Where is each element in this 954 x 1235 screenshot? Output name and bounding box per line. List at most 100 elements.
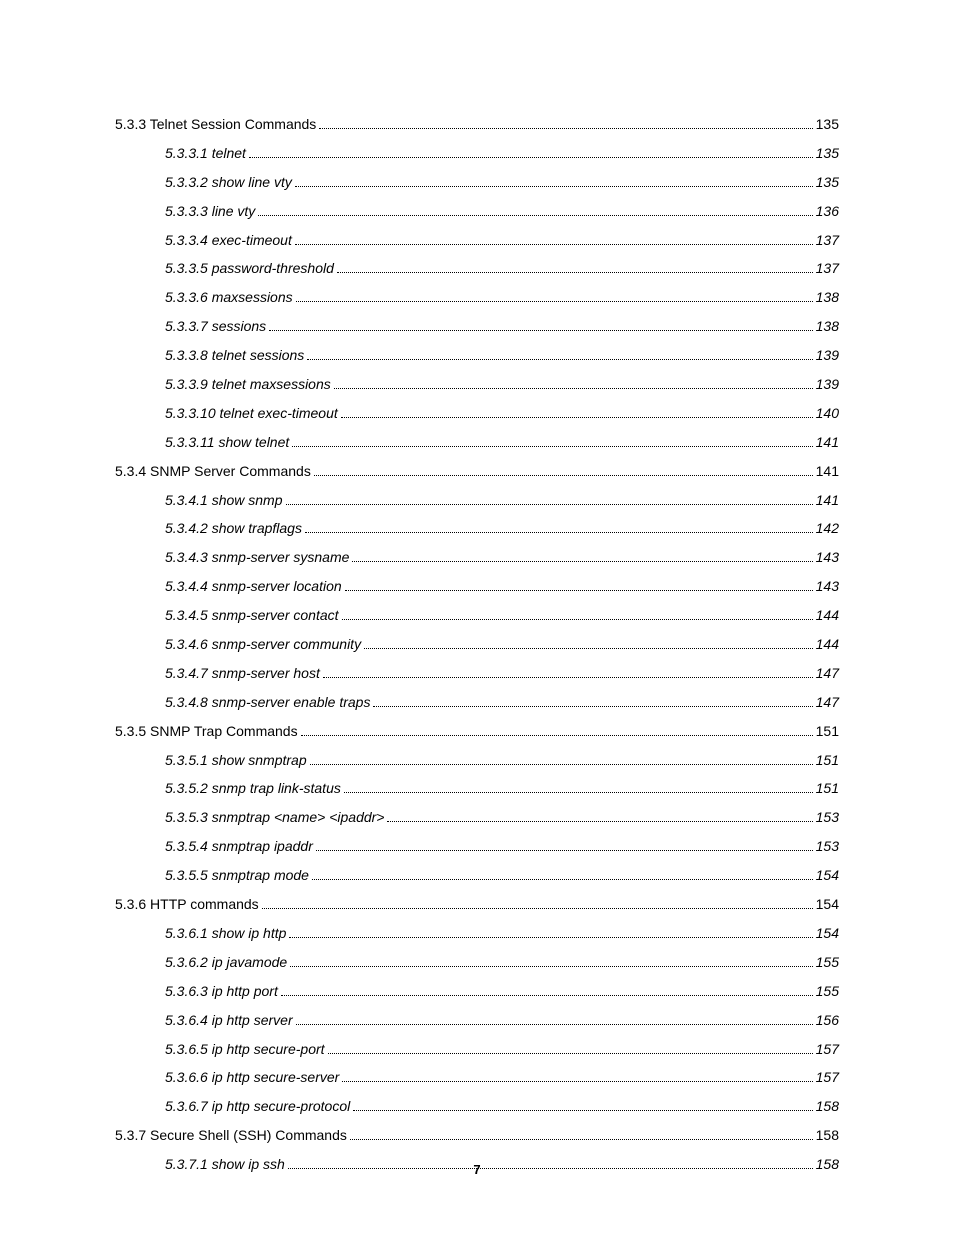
toc-entry-page: 156	[816, 1011, 839, 1030]
toc-entry: 5.3.4.4 snmp-server location 143	[165, 577, 839, 596]
toc-entry: 5.3.3.4 exec-timeout 137	[165, 231, 839, 250]
toc-dot-leader	[387, 813, 812, 822]
toc-dot-leader	[262, 900, 813, 909]
toc-entry: 5.3.4.6 snmp-server community144	[165, 635, 839, 654]
toc-dot-leader	[292, 437, 812, 446]
toc-entry: 5.3.6.6 ip http secure-server157	[165, 1068, 839, 1087]
toc-entry-label: 5.3.6.3 ip http port	[165, 982, 278, 1001]
toc-dot-leader	[249, 149, 813, 158]
toc-entry: 5.3.5.1 show snmptrap 151	[165, 751, 839, 770]
toc-entry: 5.3.6.7 ip http secure-protocol158	[165, 1097, 839, 1116]
toc-entry-label: 5.3.4.4 snmp-server location	[165, 577, 342, 596]
toc-dot-leader	[316, 842, 813, 851]
toc-entry-page: 141	[816, 491, 839, 510]
toc-entry: 5.3.6.4 ip http server 156	[165, 1011, 839, 1030]
toc-entry-label: 5.3.6 HTTP commands	[115, 895, 259, 914]
toc-entry: 5.3.5.5 snmptrap mode154	[165, 866, 839, 885]
toc-dot-leader	[258, 206, 812, 215]
toc-entry-label: 5.3.3.9 telnet maxsessions	[165, 375, 331, 394]
toc-entry: 5.3.3.5 password-threshold137	[165, 259, 839, 278]
toc-dot-leader	[350, 1131, 813, 1140]
toc-entry-page: 142	[816, 519, 839, 538]
toc-dot-leader	[334, 380, 813, 389]
toc-dot-leader	[296, 1015, 813, 1024]
toc-entry-label: 5.3.5 SNMP Trap Commands	[115, 722, 298, 741]
toc-entry-label: 5.3.3 Telnet Session Commands	[115, 115, 316, 134]
toc-entry-label: 5.3.3.4 exec-timeout	[165, 231, 292, 250]
toc-dot-leader	[353, 1102, 812, 1111]
toc-entry: 5.3.6.5 ip http secure-port157	[165, 1040, 839, 1059]
toc-entry-label: 5.3.3.8 telnet sessions	[165, 346, 304, 365]
toc-entry-label: 5.3.5.4 snmptrap ipaddr	[165, 837, 313, 856]
toc-entry-page: 153	[816, 808, 839, 827]
toc-entry-label: 5.3.3.7 sessions	[165, 317, 266, 336]
toc-entry-label: 5.3.3.6 maxsessions	[165, 288, 293, 307]
toc-entry: 5.3.6.1 show ip http154	[165, 924, 839, 943]
toc-entry-page: 147	[816, 664, 839, 683]
toc-entry-page: 157	[816, 1068, 839, 1087]
toc-dot-leader	[323, 669, 813, 678]
toc-entry-page: 155	[816, 953, 839, 972]
toc-dot-leader	[269, 322, 812, 331]
table-of-contents: 5.3.3 Telnet Session Commands 135 5.3.3.1 …	[115, 115, 839, 1174]
toc-entry: 5.3.6.3 ip http port155	[165, 982, 839, 1001]
toc-entry-label: 5.3.5.5 snmptrap mode	[165, 866, 309, 885]
toc-dot-leader	[328, 1044, 813, 1053]
toc-entry-label: 5.3.6.4 ip http server	[165, 1011, 293, 1030]
toc-entry-page: 151	[816, 751, 839, 770]
toc-entry-page: 154	[816, 924, 839, 943]
toc-entry-page: 135	[816, 115, 839, 134]
toc-entry-label: 5.3.3.10 telnet exec-timeout	[165, 404, 338, 423]
toc-entry-label: 5.3.3.11 show telnet	[165, 433, 289, 452]
toc-dot-leader	[312, 871, 813, 880]
toc-entry-page: 141	[816, 462, 839, 481]
toc-entry: 5.3.5.3 snmptrap <name> <ipaddr>153	[165, 808, 839, 827]
toc-entry-label: 5.3.3.2 show line vty	[165, 173, 292, 192]
toc-entry: 5.3.6 HTTP commands 154	[115, 895, 839, 914]
toc-entry-page: 154	[816, 895, 839, 914]
toc-entry: 5.3.3.9 telnet maxsessions139	[165, 375, 839, 394]
toc-dot-leader	[364, 640, 813, 649]
toc-entry-label: 5.3.4.7 snmp-server host	[165, 664, 320, 683]
toc-entry-page: 158	[816, 1097, 839, 1116]
toc-entry-label: 5.3.3.5 password-threshold	[165, 259, 334, 278]
toc-entry-page: 153	[816, 837, 839, 856]
toc-dot-leader	[337, 264, 813, 273]
toc-entry: 5.3.3.2 show line vty135	[165, 173, 839, 192]
toc-entry-label: 5.3.5.1 show snmptrap	[165, 751, 307, 770]
toc-entry: 5.3.7 Secure Shell (SSH) Commands158	[115, 1126, 839, 1145]
toc-entry: 5.3.3.10 telnet exec-timeout140	[165, 404, 839, 423]
toc-dot-leader	[352, 553, 812, 562]
toc-entry: 5.3.4.2 show trapflags 142	[165, 519, 839, 538]
toc-entry: 5.3.3.1 telnet135	[165, 144, 839, 163]
toc-entry-label: 5.3.6.5 ip http secure-port	[165, 1040, 325, 1059]
toc-entry-page: 136	[816, 202, 839, 221]
toc-entry-label: 5.3.4.1 show snmp	[165, 491, 283, 510]
toc-dot-leader	[295, 177, 813, 186]
toc-entry-label: 5.3.4.3 snmp-server sysname	[165, 548, 349, 567]
toc-entry-label: 5.3.7 Secure Shell (SSH) Commands	[115, 1126, 347, 1145]
toc-entry-page: 144	[816, 635, 839, 654]
toc-entry-label: 5.3.6.2 ip javamode	[165, 953, 287, 972]
toc-dot-leader	[307, 351, 812, 360]
toc-entry: 5.3.5.2 snmp trap link-status151	[165, 779, 839, 798]
toc-dot-leader	[342, 1073, 812, 1082]
toc-entry-label: 5.3.5.2 snmp trap link-status	[165, 779, 341, 798]
toc-entry-page: 151	[816, 722, 839, 741]
toc-dot-leader	[289, 929, 812, 938]
toc-dot-leader	[295, 235, 813, 244]
toc-entry: 5.3.4.3 snmp-server sysname143	[165, 548, 839, 567]
toc-dot-leader	[373, 697, 812, 706]
toc-entry-label: 5.3.4.2 show trapflags	[165, 519, 302, 538]
toc-entry-label: 5.3.4 SNMP Server Commands	[115, 462, 311, 481]
toc-entry: 5.3.3.11 show telnet141	[165, 433, 839, 452]
toc-entry-page: 137	[816, 231, 839, 250]
toc-entry: 5.3.3.7 sessions138	[165, 317, 839, 336]
toc-entry-page: 143	[816, 577, 839, 596]
toc-entry: 5.3.6.2 ip javamode 155	[165, 953, 839, 972]
toc-dot-leader	[296, 293, 813, 302]
toc-dot-leader	[305, 524, 813, 533]
toc-entry-page: 139	[816, 346, 839, 365]
toc-entry-label: 5.3.3.1 telnet	[165, 144, 246, 163]
toc-dot-leader	[290, 957, 812, 966]
